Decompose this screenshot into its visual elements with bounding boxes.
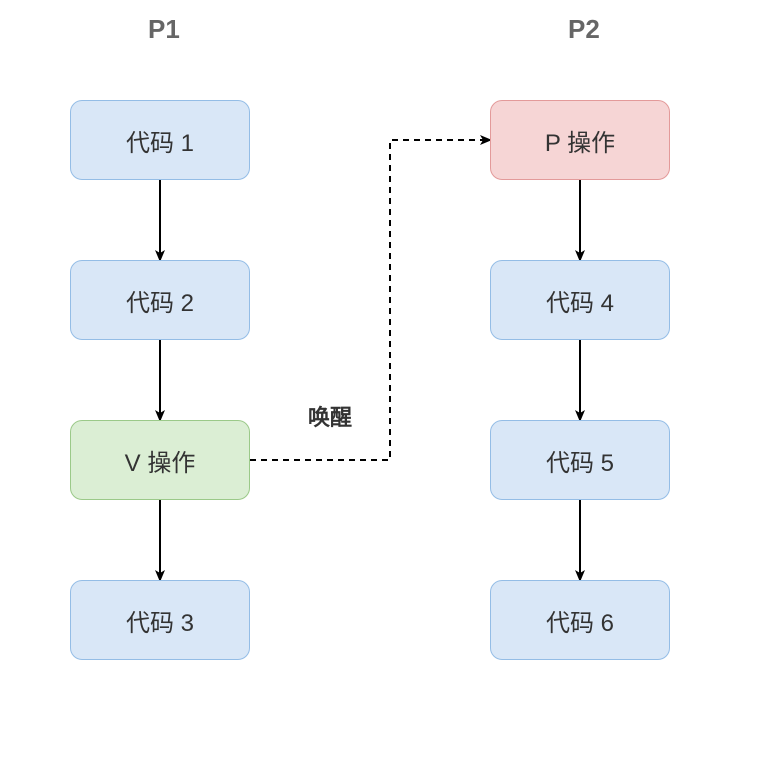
edge-label-wake: 唤醒 <box>308 400 352 432</box>
node-c2: 代码 2 <box>70 260 250 340</box>
node-c1: 代码 1 <box>70 100 250 180</box>
edge-vop-pop <box>250 140 490 460</box>
node-c3: 代码 3 <box>70 580 250 660</box>
column-title-p2: P2 <box>568 14 600 45</box>
node-pop: P 操作 <box>490 100 670 180</box>
node-vop: V 操作 <box>70 420 250 500</box>
node-c4: 代码 4 <box>490 260 670 340</box>
flowchart-canvas: P1 P2 代码 1 代码 2 V 操作代码 3 P 操作代码 4 代码 5 代码 6 唤… <box>0 0 759 757</box>
column-title-p1: P1 <box>148 14 180 45</box>
node-c6: 代码 6 <box>490 580 670 660</box>
node-c5: 代码 5 <box>490 420 670 500</box>
